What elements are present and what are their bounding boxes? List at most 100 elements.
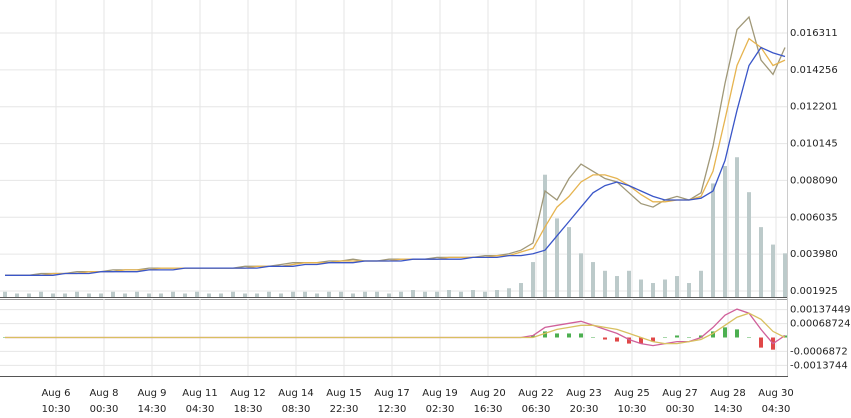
bar <box>411 290 415 297</box>
bar <box>279 293 283 297</box>
x-tick-label-line: Aug 9 <box>137 388 166 399</box>
bar <box>687 283 691 297</box>
x-tick-label-line: Aug 12 <box>230 388 265 399</box>
x-tick-label: Aug 30 04:30 <box>758 388 793 415</box>
x-tick-label: Aug 17 12:30 <box>374 388 409 415</box>
x-tick-label-line: Aug 17 <box>374 388 409 399</box>
panel <box>0 299 787 376</box>
bar <box>663 337 667 338</box>
x-tick-label: Aug 6 10:30 <box>41 388 70 415</box>
y-tick-label: 0.008090 <box>790 175 838 186</box>
x-tick-label-line: Aug 22 <box>518 388 553 399</box>
x-tick-label: Aug 19 02:30 <box>422 388 457 415</box>
bar <box>471 290 475 297</box>
x-tick-label-line: Aug 6 <box>41 388 70 399</box>
bar <box>531 335 535 338</box>
bar <box>711 331 715 338</box>
x-tick-label-line: 08:30 <box>282 404 311 415</box>
bar <box>603 337 607 340</box>
bar <box>123 293 127 297</box>
bar <box>327 291 331 297</box>
x-tick-label-line: Aug 15 <box>326 388 361 399</box>
bar <box>579 333 583 338</box>
x-tick-label-line: 20:30 <box>570 404 599 415</box>
bar <box>591 337 595 338</box>
x-tick-label-line: 16:30 <box>474 404 503 415</box>
x-tick-label-line: Aug 14 <box>278 388 313 399</box>
bar <box>423 291 427 297</box>
bar <box>219 293 223 297</box>
bar <box>747 337 751 338</box>
bar <box>723 165 727 297</box>
bar <box>3 291 7 297</box>
bar <box>447 290 451 297</box>
bar <box>303 291 307 297</box>
bar <box>111 291 115 297</box>
bar <box>675 335 679 338</box>
bar <box>39 291 43 297</box>
y-tick-label: 0.012201 <box>790 102 838 113</box>
x-tick-label-line: Aug 25 <box>614 388 649 399</box>
y-tick-label: 0.003980 <box>790 249 838 260</box>
x-tick-label-line: Aug 19 <box>422 388 457 399</box>
bar <box>627 337 631 344</box>
bar <box>495 290 499 297</box>
x-tick-label-line: 18:30 <box>234 404 263 415</box>
bar <box>711 183 715 297</box>
x-tick-label: Aug 22 06:30 <box>518 388 553 415</box>
bar <box>579 253 583 297</box>
bar <box>231 291 235 297</box>
bar <box>99 293 103 297</box>
bar <box>699 270 703 297</box>
series-line <box>5 37 786 276</box>
bar <box>567 333 571 338</box>
x-tick-label: Aug 25 10:30 <box>614 388 649 415</box>
x-tick-label: Aug 15 22:30 <box>326 388 361 415</box>
bar <box>771 244 775 297</box>
series-line <box>5 46 786 276</box>
y-tick-label: 0.00068724 <box>790 319 850 330</box>
bar <box>639 279 643 297</box>
bar <box>51 293 55 297</box>
bar <box>735 329 739 338</box>
series-line <box>5 312 786 345</box>
bar <box>159 293 163 297</box>
bar <box>399 291 403 297</box>
bar <box>291 291 295 297</box>
bar <box>315 293 319 297</box>
bar <box>195 291 199 297</box>
x-tick-label-line: 14:30 <box>138 404 167 415</box>
x-tick-label: Aug 12 18:30 <box>230 388 265 415</box>
x-tick-label-line: Aug 11 <box>182 388 217 399</box>
x-tick-label: Aug 27 00:30 <box>662 388 697 415</box>
bar <box>243 293 247 297</box>
bar <box>603 270 607 297</box>
bar <box>615 337 619 342</box>
y-tick-label: 0.001925 <box>790 286 838 297</box>
bar <box>171 291 175 297</box>
x-tick-label: Aug 11 04:30 <box>182 388 217 415</box>
x-tick-label-line: 10:30 <box>618 404 647 415</box>
bar <box>531 262 535 297</box>
bar <box>663 279 667 297</box>
bar <box>459 291 463 297</box>
bar <box>687 337 691 338</box>
bar <box>543 174 547 297</box>
bar <box>363 291 367 297</box>
bar <box>735 157 739 297</box>
bar <box>267 291 271 297</box>
x-tick-label: Aug 9 14:30 <box>137 388 166 415</box>
x-tick-label-line: Aug 27 <box>662 388 697 399</box>
x-tick-label-line: 22:30 <box>330 404 359 415</box>
bar <box>699 335 703 338</box>
x-tick-label-line: 00:30 <box>90 404 119 415</box>
bar <box>759 227 763 297</box>
y-tick-label: 0.014256 <box>790 65 838 76</box>
panel <box>0 0 787 297</box>
x-tick-label: Aug 8 00:30 <box>89 388 118 415</box>
bar <box>207 293 211 297</box>
y-tick-label: 0.016311 <box>790 28 838 39</box>
bar <box>387 293 391 297</box>
y-tick-label: -0.0006872 <box>790 346 848 357</box>
